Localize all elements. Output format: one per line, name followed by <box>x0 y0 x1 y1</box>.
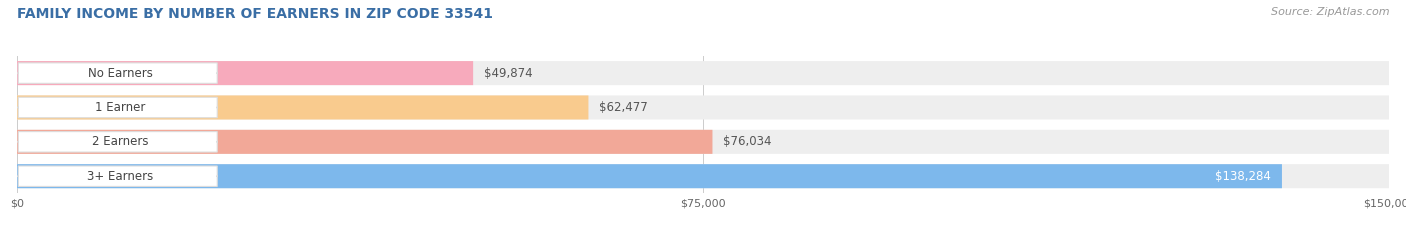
Text: 2 Earners: 2 Earners <box>91 135 149 148</box>
Text: FAMILY INCOME BY NUMBER OF EARNERS IN ZIP CODE 33541: FAMILY INCOME BY NUMBER OF EARNERS IN ZI… <box>17 7 494 21</box>
Text: $49,874: $49,874 <box>484 67 533 80</box>
FancyBboxPatch shape <box>17 164 1282 188</box>
FancyBboxPatch shape <box>17 96 589 120</box>
Text: $138,284: $138,284 <box>1215 170 1271 183</box>
Text: Source: ZipAtlas.com: Source: ZipAtlas.com <box>1271 7 1389 17</box>
FancyBboxPatch shape <box>17 61 474 85</box>
FancyBboxPatch shape <box>18 63 217 83</box>
FancyBboxPatch shape <box>18 132 217 152</box>
FancyBboxPatch shape <box>17 164 1389 188</box>
Text: $62,477: $62,477 <box>599 101 648 114</box>
FancyBboxPatch shape <box>18 97 217 118</box>
Text: 1 Earner: 1 Earner <box>96 101 146 114</box>
FancyBboxPatch shape <box>17 130 713 154</box>
FancyBboxPatch shape <box>17 130 1389 154</box>
FancyBboxPatch shape <box>18 166 217 186</box>
FancyBboxPatch shape <box>17 96 1389 120</box>
FancyBboxPatch shape <box>17 61 1389 85</box>
Text: No Earners: No Earners <box>89 67 153 80</box>
Text: $76,034: $76,034 <box>724 135 772 148</box>
Text: 3+ Earners: 3+ Earners <box>87 170 153 183</box>
